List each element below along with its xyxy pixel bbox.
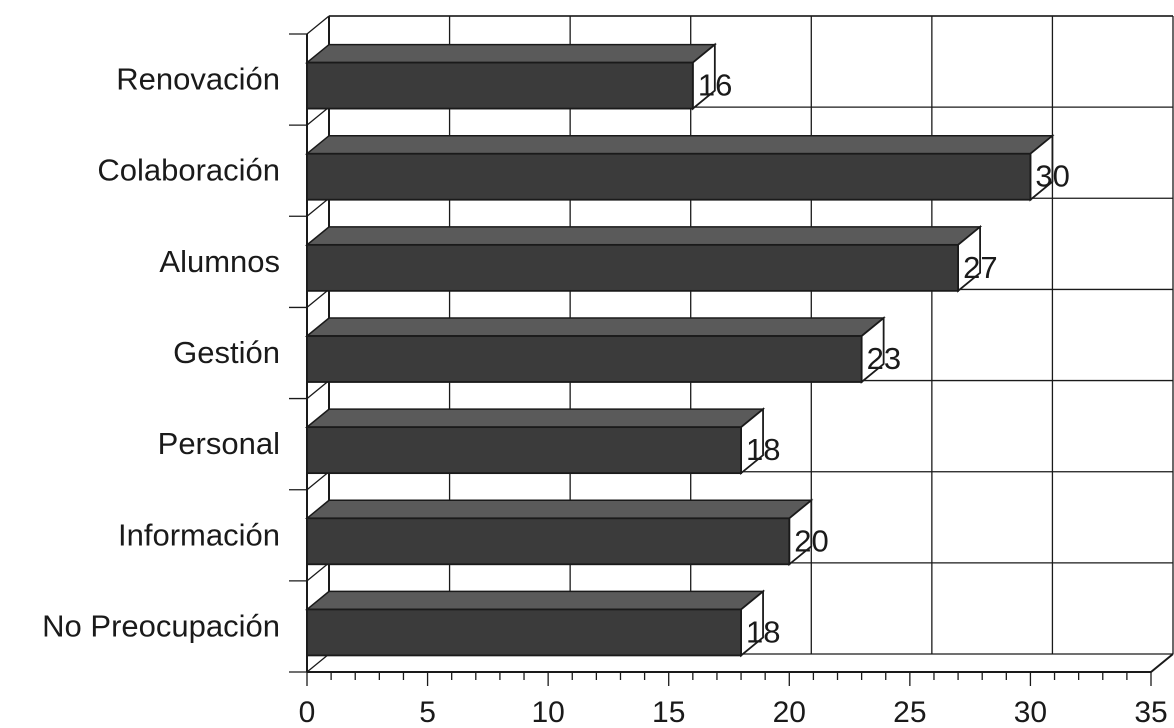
data-label: 20 [794,523,828,558]
left-wall-connector [306,15,330,35]
x-tick-label: 20 [773,696,806,728]
data-label: 18 [746,614,780,649]
x-tick-label: 35 [1134,696,1167,728]
floor-right-edge [1150,653,1174,673]
bar-top-face [304,590,766,611]
bar [304,224,983,293]
bar [304,133,1055,202]
category-label: No Preocupación [42,608,280,643]
x-axis: 0 5 10 15 20 25 30 35 [299,672,1168,728]
bar-top-face [304,317,886,337]
left-wall-connector [306,562,330,582]
category-axis: Renovación Colaboración Alumnos Gestión Pers… [42,62,280,644]
bar-front-face [306,608,742,657]
bar [304,407,766,476]
bar [304,589,766,658]
category-label: Alumnos [159,244,280,279]
data-label: 30 [1035,159,1069,194]
x-tick-label: 0 [299,696,316,728]
x-tick-label: 10 [531,696,564,728]
bar-front-face [306,426,742,475]
bar-top-face [304,408,766,428]
left-wall-connector [306,197,330,217]
bar-top-face [304,43,717,64]
bar-front-face [306,61,694,110]
bar-top-face [304,499,814,520]
bar-front-face [306,152,1032,201]
bar [304,316,886,384]
category-label: Renovación [116,62,280,97]
category-label: Gestión [173,335,280,370]
left-wall-connector [306,106,330,126]
bar-top-face [304,134,1055,155]
x-tick-label: 30 [1014,696,1047,728]
left-wall-connector [306,288,330,308]
x-tick-label: 25 [893,696,926,728]
x-tick-label: 15 [652,696,685,728]
x-tick-label: 5 [419,696,436,728]
bar-top-face [304,226,983,246]
left-wall-connector [306,471,330,491]
bar-front-face [306,335,863,383]
data-label: 27 [963,250,997,285]
bar [304,498,814,567]
bar-front-face [306,243,959,292]
bar-front-face [306,517,791,566]
data-label: 16 [698,68,732,103]
data-label: 23 [867,341,901,376]
bars: 16 30 27 23 18 20 18 [304,42,1070,658]
category-label: Personal [158,426,280,461]
data-label: 18 [746,432,780,467]
left-wall-connector [306,380,330,400]
bar [304,42,717,111]
category-label: Información [118,517,280,552]
category-label: Colaboración [97,153,280,188]
left-wall-connector [306,653,330,673]
